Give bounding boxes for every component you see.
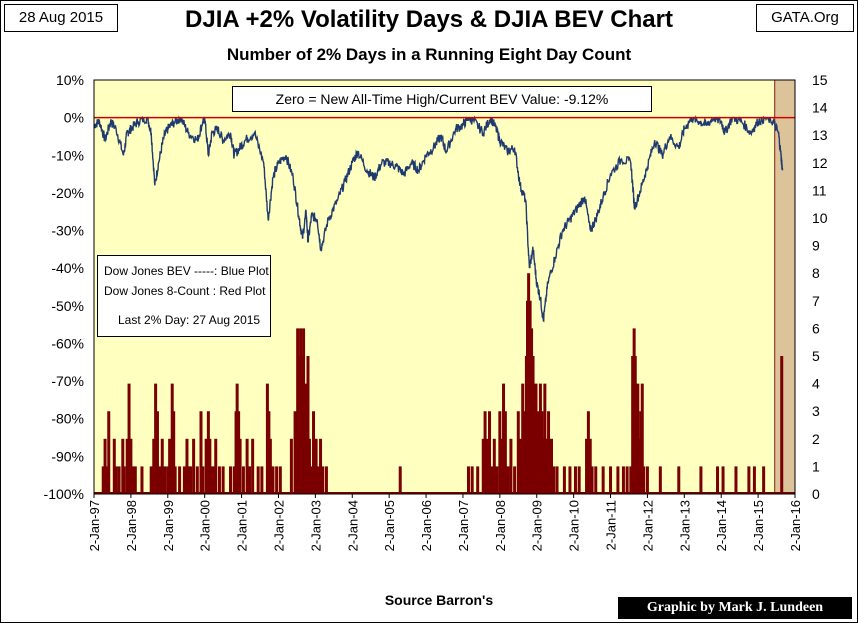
- y-left-tick-label: -100%: [44, 486, 84, 502]
- x-tick-label: 2-Jan-14: [714, 500, 729, 551]
- x-tick-label: 2-Jan-98: [124, 500, 139, 551]
- chart-subtitle: Number of 2% Days in a Running Eight Day…: [226, 45, 632, 64]
- x-tick-label: 2-Jan-00: [198, 500, 213, 551]
- plot-border: [93, 79, 796, 495]
- bev-annotation: Zero = New All-Time High/Current BEV Val…: [232, 86, 652, 112]
- y-left-tick-label: -90%: [51, 448, 84, 464]
- y-left-tick-label: -30%: [51, 223, 84, 239]
- x-tick-label: 2-Jan-02: [271, 500, 286, 551]
- x-tick-label: 2-Jan-07: [456, 500, 471, 551]
- x-tick-label: 2-Jan-01: [235, 500, 250, 551]
- x-tick-label: 2-Jan-08: [493, 500, 508, 551]
- x-tick-label: 2-Jan-97: [87, 500, 102, 551]
- credit-label: Graphic by Mark J. Lundeen: [618, 597, 852, 619]
- chart-title: DJIA +2% Volatility Days & DJIA BEV Char…: [185, 6, 673, 33]
- y-left-tick-label: -20%: [51, 185, 84, 201]
- y-right-tick-label: 5: [812, 348, 820, 364]
- legend-bev: Dow Jones BEV -----: Blue Plot: [104, 264, 269, 278]
- x-tick-label: 2-Jan-06: [419, 500, 434, 551]
- y-right-tick-label: 9: [812, 238, 820, 254]
- highlight-region: [774, 79, 796, 495]
- x-tick-label: 2-Jan-15: [751, 500, 766, 551]
- y-left-tick-label: -10%: [51, 147, 84, 163]
- x-tick-label: 2-Jan-12: [640, 500, 655, 551]
- legend-last-day: Last 2% Day: 27 Aug 2015: [118, 313, 261, 327]
- y-right-tick-label: 15: [812, 72, 828, 88]
- y-left-tick-label: -70%: [51, 373, 84, 389]
- date-label: 28 Aug 2015: [4, 4, 118, 32]
- y-right-tick-label: 11: [812, 182, 827, 198]
- y-right-tick-label: 6: [812, 320, 820, 336]
- source-label: Source Barron's: [384, 592, 494, 608]
- x-tick-label: 2-Jan-10: [567, 500, 582, 551]
- y-right-tick-label: 1: [812, 458, 820, 474]
- y-right-tick-label: 12: [812, 155, 828, 171]
- site-label: GATA.Org: [756, 4, 854, 32]
- y-left-tick-label: -40%: [51, 260, 84, 276]
- y-right-tick-label: 8: [812, 265, 820, 281]
- bev-line: [93, 114, 784, 323]
- y-right-tick-label: 7: [812, 293, 820, 309]
- legend-8count: Dow Jones 8-Count : Red Plot: [104, 284, 266, 298]
- y-right-tick-label: 0: [812, 486, 820, 502]
- x-tick-label: 2-Jan-16: [788, 500, 803, 551]
- y-right-tick-label: 3: [812, 403, 820, 419]
- y-right-tick-label: 14: [812, 100, 828, 116]
- x-tick-label: 2-Jan-03: [308, 500, 323, 551]
- x-tick-label: 2-Jan-04: [345, 500, 360, 551]
- y-left-tick-label: -60%: [51, 335, 84, 351]
- y-right-tick-label: 13: [812, 127, 828, 143]
- y-right-tick-label: 4: [812, 376, 820, 392]
- x-tick-label: 2-Jan-11: [604, 500, 619, 550]
- y-left-tick-label: 0%: [64, 110, 84, 126]
- x-tick-label: 2-Jan-09: [530, 500, 545, 551]
- y-right-tick-label: 2: [812, 431, 820, 447]
- x-tick-label: 2-Jan-05: [382, 500, 397, 551]
- y-left-tick-label: -50%: [51, 298, 84, 314]
- legend: Dow Jones BEV -----: Blue Plot Dow Jones…: [97, 255, 271, 337]
- y-left-tick-label: 10%: [56, 72, 84, 88]
- y-right-tick-label: 10: [812, 210, 828, 226]
- y-left-tick-label: -80%: [51, 411, 84, 427]
- x-tick-label: 2-Jan-99: [161, 500, 176, 551]
- x-tick-label: 2-Jan-13: [677, 500, 692, 551]
